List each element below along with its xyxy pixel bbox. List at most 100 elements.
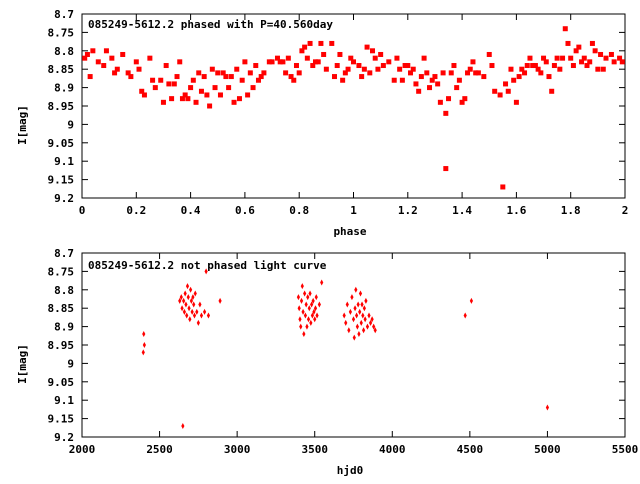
phased-y-tick-label: 9.15 [48,174,75,187]
phased-data-point [302,44,308,50]
phased-data-point [435,81,441,87]
unphased-data-point [345,301,349,308]
phased-data-point [101,63,107,69]
unphased-data-point [182,308,186,315]
phased-y-tick-label: 8.95 [48,100,75,113]
unphased-light-curve-panel: 085249-5612.2 not phased light curve hjd… [16,247,638,477]
unphased-data-point [352,334,356,341]
unphased-plot-frame [81,252,626,438]
phased-data-point [215,70,221,76]
unphased-y-tick-label: 9.15 [48,413,75,426]
unphased-y-tick-label: 8.85 [48,302,75,315]
unphased-x-tick-label: 4000 [379,443,406,456]
phased-data-point [489,63,495,69]
phased-data-point [410,66,416,72]
unphased-data-point [299,297,304,304]
phased-data-point [470,59,476,65]
phased-data-point [182,92,188,98]
phased-data-point [576,44,582,50]
phased-data-point [212,85,218,91]
phased-plot-frame [81,13,626,199]
phased-data-point [413,81,419,87]
phased-data-point [557,66,563,72]
unphased-y-tick-label: 8.75 [48,265,75,278]
phased-data-point [304,55,310,61]
phased-data-point [429,77,435,83]
phased-data-point [318,40,324,46]
unphased-data-point [191,294,195,301]
phased-data-point [511,77,517,83]
unphased-data-point [355,312,359,319]
unphased-data-point [183,290,187,297]
phased-data-point [226,85,232,91]
phased-y-tick-label: 9.1 [54,155,74,168]
phased-data-point [386,59,392,65]
phased-data-point [190,77,196,83]
unphased-data-point [182,297,186,304]
phased-x-tick-label: 1.8 [561,204,581,217]
phased-data-point [90,48,96,54]
phased-data-point [456,77,462,83]
phased-data-point [274,55,280,61]
phased-data-point [405,63,411,69]
phased-light-curve-panel: 085249-5612.2 phased with P=40.560day ph… [16,8,628,238]
phased-data-point [454,85,460,91]
unphased-data-point [193,290,197,297]
unphased-plot-title: 085249-5612.2 not phased light curve [88,259,327,272]
phased-data-point [603,55,609,61]
phased-data-point [277,59,283,65]
phased-data-point [253,63,259,69]
phased-y-tick-label: 8.7 [54,8,74,21]
phased-data-point [239,77,245,83]
unphased-data-point [342,312,346,319]
phased-data-point [250,85,256,91]
phased-data-point [570,63,576,69]
phased-data-point [448,70,454,76]
unphased-data-point [368,319,373,326]
phased-x-axis-label: phase [333,225,366,238]
unphased-data-point [344,319,348,326]
unphased-data-point [206,312,211,319]
phased-y-axis-label: I[mag] [16,105,29,145]
phased-data-point [467,66,473,72]
unphased-data-point [300,283,304,290]
phased-data-point [242,59,248,65]
phased-data-point [179,96,185,102]
unphased-y-tick-label: 8.7 [54,247,74,260]
phased-data-point [568,55,574,61]
phased-data-point [595,66,601,72]
phased-data-point [364,44,370,50]
unphased-data-point [178,297,182,304]
unphased-data-point [347,327,351,334]
unphased-data-point [469,297,474,304]
unphased-data-point [354,286,358,293]
unphased-y-tick-label: 9 [67,357,74,370]
phased-data-point [378,51,384,57]
unphased-data-point [358,308,362,315]
phased-data-point [95,59,101,65]
phased-data-point [465,70,471,76]
unphased-data-point [296,294,301,301]
unphased-data-point [142,330,146,337]
phased-data-point [619,59,625,65]
phased-data-point [139,88,145,94]
unphased-y-tick-label: 8.9 [54,321,74,334]
unphased-data-point [313,316,317,323]
unphased-data-point [189,286,193,293]
phased-data-point [446,96,452,102]
phased-data-point [394,55,400,61]
phased-y-tick-label: 8.75 [48,26,75,39]
unphased-data-point [357,330,361,337]
unphased-data-point [142,342,146,348]
phased-data-point [112,70,118,76]
phased-data-point [234,66,240,72]
unphased-data-point [185,283,190,290]
unphased-data-point [355,323,359,330]
phased-data-point [141,92,147,98]
phased-data-point [513,99,519,105]
phased-data-point [592,48,598,54]
phased-data-point [562,26,568,32]
phased-y-tick-label: 9 [67,118,74,131]
unphased-x-axis-label: hjd0 [337,464,364,477]
phased-data-point [608,51,614,57]
